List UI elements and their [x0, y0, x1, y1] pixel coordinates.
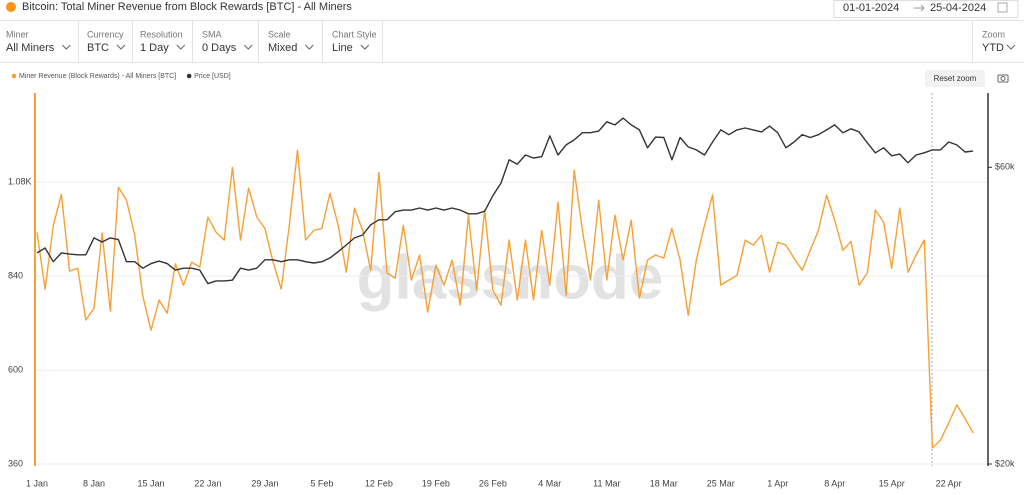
x-tick-label: 22 Jan	[194, 478, 221, 488]
y-tick-label: 360	[8, 458, 23, 468]
chevron	[61, 44, 71, 50]
control-value[interactable]: 1 Day	[140, 42, 169, 54]
x-tick-label: 12 Feb	[365, 478, 393, 488]
y2-tick-label: $20k	[995, 458, 1015, 468]
date-range[interactable]	[833, 0, 1019, 18]
control-label: Resolution	[140, 29, 183, 39]
x-tick-label: 5 Feb	[310, 478, 333, 488]
reset-zoom[interactable]: Reset zoom	[934, 74, 977, 83]
x-tick-label: 8 Jan	[83, 478, 105, 488]
x-tick-label: 25 Mar	[707, 478, 735, 488]
control-label: Chart Style	[332, 29, 377, 39]
legend-dot	[11, 73, 17, 79]
control-value[interactable]: Mixed	[268, 42, 297, 54]
control-label: Scale	[268, 29, 291, 39]
series-line	[36, 117, 974, 285]
x-tick-label: 22 Apr	[936, 478, 962, 488]
camera-icon[interactable]	[997, 74, 1009, 83]
y-tick-label: 1.08K	[8, 177, 32, 187]
control-label: Miner	[6, 29, 29, 39]
control-value[interactable]: BTC	[87, 42, 109, 54]
watermark: glassnode	[357, 243, 664, 312]
arrow-head	[920, 4, 925, 12]
legend-label: Miner Revenue (Block Rewards) - All Mine…	[19, 73, 176, 80]
zoom-value[interactable]: YTD	[982, 42, 1004, 54]
x-tick-label: 29 Jan	[251, 478, 278, 488]
x-tick-label: 1 Apr	[767, 478, 788, 488]
x-tick-label: 15 Jan	[137, 478, 164, 488]
reset-zoom-button[interactable]	[925, 70, 985, 87]
control-label: Currency	[87, 29, 124, 39]
chevron	[1006, 44, 1016, 50]
chevron	[243, 44, 253, 50]
series-line	[36, 149, 974, 449]
x-tick-label: 19 Feb	[422, 478, 450, 488]
y-tick-label: 600	[8, 364, 23, 374]
legend-dot	[186, 73, 192, 79]
bitcoin-icon	[6, 2, 16, 12]
x-tick-label: 26 Feb	[479, 478, 507, 488]
chevron	[360, 44, 370, 50]
control-value[interactable]: All Miners	[6, 42, 55, 54]
zoom-label: Zoom	[982, 29, 1005, 39]
x-tick-label: 15 Apr	[879, 478, 905, 488]
calendar-icon[interactable]	[997, 2, 1008, 13]
chevron	[304, 44, 314, 50]
date-from[interactable]: 01-01-2024	[843, 2, 899, 14]
y2-tick-label: $60k	[995, 162, 1015, 172]
title: Bitcoin: Total Miner Revenue from Block …	[22, 1, 352, 13]
control-value[interactable]: 0 Days	[202, 42, 237, 54]
y-tick-label: 840	[8, 271, 23, 281]
x-tick-label: 1 Jan	[26, 478, 48, 488]
x-tick-label: 8 Apr	[824, 478, 845, 488]
x-tick-label: 18 Mar	[650, 478, 678, 488]
control-value[interactable]: Line	[332, 42, 353, 54]
chevron	[176, 44, 186, 50]
x-tick-label: 4 Mar	[538, 478, 561, 488]
date-to[interactable]: 25-04-2024	[930, 2, 986, 14]
camera-lens	[1000, 76, 1006, 81]
control-label: SMA	[202, 29, 222, 39]
x-tick-label: 11 Mar	[593, 478, 620, 488]
legend-label: Price [USD]	[194, 73, 231, 80]
chevron	[116, 44, 126, 50]
